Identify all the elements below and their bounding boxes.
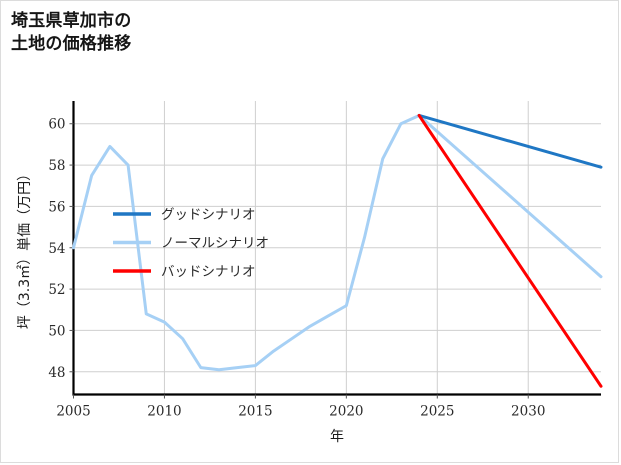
ytick-label-52: 52 [48,282,65,298]
ytick-label-56: 56 [48,199,65,215]
xtick-label-2010: 2010 [147,404,181,420]
ytick-label-50: 50 [48,323,65,339]
xtick-label-2030: 2030 [511,404,545,420]
ytick-label-54: 54 [48,241,65,257]
series-line-グッドシナリオ [417,113,603,169]
series-line-ノーマルシナリオ [72,113,603,372]
series-line-バッドシナリオ [417,113,603,388]
page-title-line-1: 土地の価格推移 [11,34,132,54]
tick-labels: 48 50 52 54 56 58 60 2005 2010 2015 2020 2025 2030 [48,117,545,420]
page-title: 埼玉県草加市の 土地の価格推移 [11,9,131,56]
data-series [72,113,603,388]
legend-label-2: バッドシナリオ [161,264,256,280]
legend-label-0: グッドシナリオ [161,207,256,223]
y-axis-label: 坪（3.3㎡）単価（万円） [17,167,33,329]
ytick-label-60: 60 [48,117,65,133]
page-title-line-0: 埼玉県草加市の [11,11,132,30]
xtick-label-2020: 2020 [329,404,363,420]
ytick-label-58: 58 [48,158,65,174]
gridlines [73,101,601,395]
xtick-label-2005: 2005 [56,404,90,420]
legend-label-1: ノーマルシナリオ [161,236,269,252]
xtick-label-2015: 2015 [238,404,272,420]
x-axis-label: 年 [330,429,344,445]
ytick-label-48: 48 [48,365,65,381]
xtick-label-2025: 2025 [420,404,454,420]
